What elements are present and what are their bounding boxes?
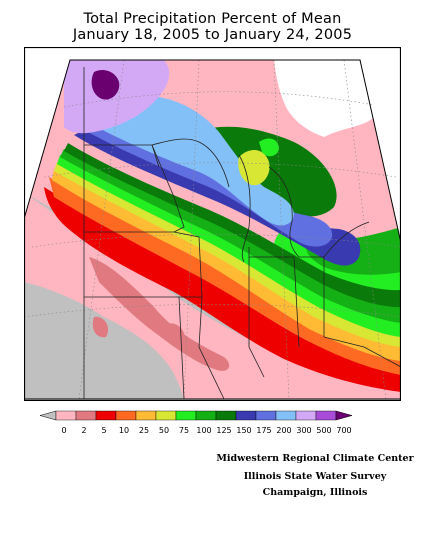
legend-swatch <box>135 410 157 421</box>
legend-swatch <box>275 410 297 421</box>
legend-swatch <box>215 410 237 421</box>
legend-swatch <box>315 410 337 421</box>
credit-line-3: Champaign, Illinois <box>262 487 368 498</box>
legend-label: 25 <box>139 426 149 434</box>
legend-label: 75 <box>179 426 189 434</box>
map-title-line-1: Total Precipitation Percent of Mean <box>83 11 342 27</box>
legend-label: 5 <box>101 426 106 434</box>
legend-swatch <box>195 410 217 421</box>
legend-swatch <box>75 410 97 421</box>
legend-swatch <box>175 410 197 421</box>
color-legend: 0 2 5 10 25 50 75 100 125 150 175 200 300 500 700 <box>40 410 353 434</box>
legend-swatch <box>235 410 257 421</box>
precipitation-bands <box>24 60 401 399</box>
credit-line-1: Midwestern Regional Climate Center <box>216 453 414 464</box>
legend-swatch <box>115 410 137 421</box>
legend-swatch <box>95 410 117 421</box>
legend-label: 100 <box>196 426 211 434</box>
map-title-line-2: January 18, 2005 to January 24, 2005 <box>72 27 353 43</box>
legend-label: 175 <box>256 426 271 434</box>
legend-label: 300 <box>296 426 311 434</box>
legend-swatch <box>155 410 177 421</box>
legend-label: 2 <box>81 426 86 434</box>
legend-swatch <box>295 410 317 421</box>
legend-label: 0 <box>61 426 66 434</box>
legend-label: 500 <box>316 426 331 434</box>
legend-label: 150 <box>236 426 251 434</box>
legend-labels: 0 2 5 10 25 50 75 100 125 150 175 200 300 500 700 <box>61 426 351 434</box>
legend-label: 50 <box>159 426 169 434</box>
legend-label: 125 <box>216 426 231 434</box>
state-borders <box>83 67 401 400</box>
legend-arrow-low <box>40 410 57 421</box>
legend-label: 700 <box>336 426 351 434</box>
legend-label: 200 <box>276 426 291 434</box>
credit-line-2: Illinois State Water Survey <box>243 471 387 482</box>
graticule <box>24 59 401 400</box>
legend-arrow-high <box>335 410 353 421</box>
precipitation-map <box>24 47 401 401</box>
legend-label: 10 <box>119 426 129 434</box>
legend-swatch <box>55 410 77 421</box>
legend-swatches <box>40 410 353 421</box>
legend-swatch <box>255 410 277 421</box>
